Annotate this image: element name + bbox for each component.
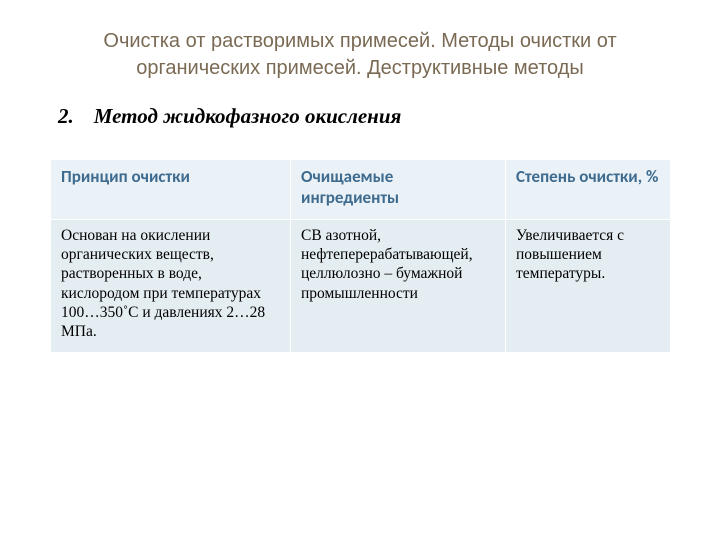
table-header-cell: Очищаемые ингредиенты — [291, 160, 506, 220]
slide-title: Очистка от растворимых примесей. Методы … — [40, 28, 680, 82]
subtitle-text: Метод жидкофазного окисления — [94, 104, 402, 129]
table-row: Основан на окислении органических вещест… — [51, 219, 671, 352]
methods-table: Принцип очистки Очищаемые ингредиенты Ст… — [50, 159, 671, 353]
table-header-cell: Степень очистки, % — [506, 160, 671, 220]
table-cell: Основан на окислении органических вещест… — [51, 219, 291, 352]
table-cell: СВ азотной, нефтеперерабатывающей, целлю… — [291, 219, 506, 352]
subtitle-number: 2. — [58, 104, 74, 129]
subtitle: 2. Метод жидкофазного окисления — [40, 104, 680, 129]
table-cell: Увеличивается с повышением температуры. — [506, 219, 671, 352]
table-header-row: Принцип очистки Очищаемые ингредиенты Ст… — [51, 160, 671, 220]
table-header-cell: Принцип очистки — [51, 160, 291, 220]
